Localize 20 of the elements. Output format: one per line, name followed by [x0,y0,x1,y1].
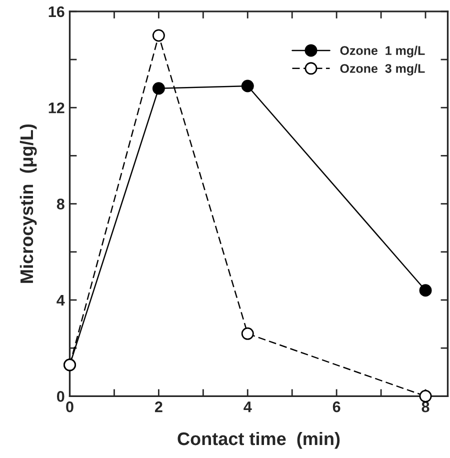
x-tick-label: 4 [244,402,252,412]
x-tick-label: 6 [332,401,340,412]
x-tick-label: 2 [154,401,162,412]
legend-label: Ozone 1 mg/L [340,46,425,58]
point [419,390,432,402]
point [241,80,254,92]
y-tick-label: 4 [56,295,65,306]
legend-label: Ozone 3 mg/L [340,64,425,76]
y-tick-label: 16 [48,6,64,18]
point [152,29,165,42]
x-tick-label: 8 [422,401,430,412]
x-tick-label: 0 [66,401,74,412]
y-axis-title: Microcystin (μg/L) [20,124,37,283]
point [241,327,254,340]
y-tick-label: 8 [56,198,64,210]
y-tick-label: 12 [48,102,64,114]
point [419,284,432,297]
point [152,82,165,95]
y-tick-label: 0 [56,391,64,402]
x-axis-title: Contact time (min) [178,432,340,449]
